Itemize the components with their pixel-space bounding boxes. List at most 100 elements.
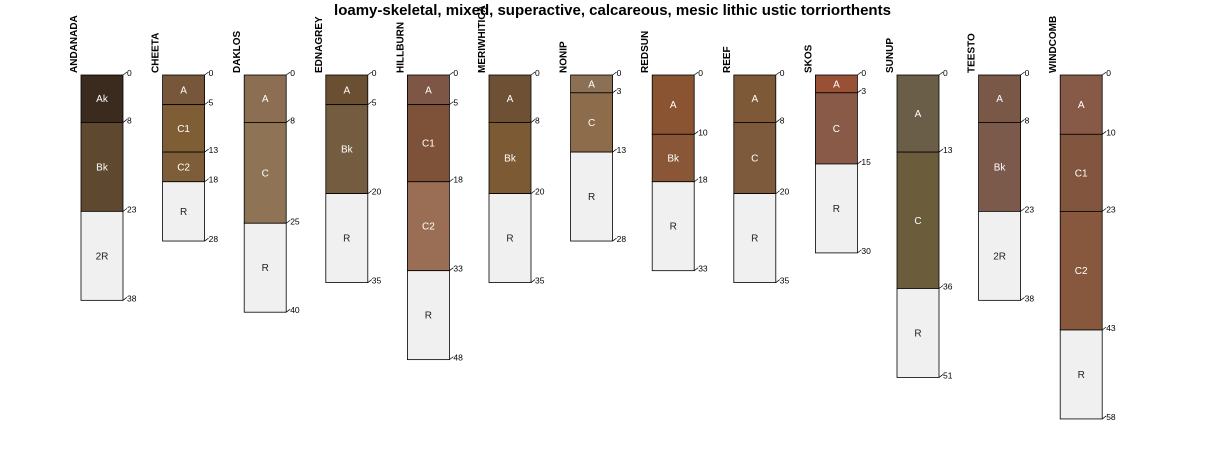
- depth-tick: [204, 71, 209, 76]
- depth-tick: [122, 119, 128, 123]
- horizon-label: R: [180, 207, 187, 218]
- horizon-label: C1: [1075, 168, 1088, 179]
- depth-label: 23: [127, 204, 137, 214]
- horizon-label: A: [343, 85, 350, 96]
- horizon-label: C: [588, 118, 595, 129]
- depth-tick: [285, 71, 291, 76]
- depth-label: 8: [780, 115, 785, 125]
- profile-name: SKOS: [803, 44, 814, 73]
- horizon-label: A: [751, 94, 758, 105]
- depth-label: 5: [209, 98, 214, 108]
- depth-tick: [1020, 71, 1025, 76]
- depth-tick: [938, 285, 944, 289]
- depth-label: 8: [535, 115, 540, 125]
- depth-label: 8: [1025, 115, 1030, 125]
- horizon-rect: [325, 104, 369, 194]
- horizon-rect: [325, 74, 369, 106]
- depth-label: 10: [1106, 127, 1116, 137]
- horizon-label: Bk: [96, 162, 109, 173]
- depth-tick: [1101, 415, 1107, 420]
- soil-profile: MERIWHITICA A 0 8 Bk 20 R 35: [477, 5, 545, 285]
- depth-tick: [285, 119, 291, 123]
- soil-profile: TEESTO A 0 8 Bk 23 2R 38: [967, 33, 1035, 303]
- profile-name: WINDCOMB: [1048, 16, 1059, 73]
- depth-tick: [612, 89, 617, 94]
- depth-tick: [122, 297, 128, 301]
- depth-label: 40: [290, 305, 300, 315]
- depth-tick: [612, 148, 617, 153]
- depth-label: 28: [209, 234, 219, 244]
- depth-tick: [612, 237, 617, 242]
- horizon-label: A: [262, 94, 269, 105]
- horizon-rect: [978, 74, 1021, 123]
- horizon-rect: [80, 74, 124, 123]
- horizon-label: C: [751, 154, 758, 165]
- horizon-label: A: [180, 85, 187, 96]
- depth-tick: [612, 71, 617, 76]
- soil-profile: ANDANADA Ak 0 8 Bk 23 2R 38: [69, 15, 137, 303]
- depth-tick: [775, 190, 781, 194]
- horizon-rect: [80, 122, 124, 212]
- horizon-label: R: [343, 234, 350, 245]
- depth-tick: [857, 160, 862, 165]
- horizon-label: C2: [1075, 266, 1088, 277]
- depth-tick: [449, 101, 454, 105]
- horizon-rect: [815, 163, 858, 254]
- depth-tick: [449, 356, 454, 360]
- depth-tick: [693, 71, 699, 76]
- depth-tick: [857, 71, 862, 76]
- horizon-rect: [488, 74, 532, 123]
- profile-name: REEF: [722, 46, 733, 73]
- depth-label: 0: [453, 68, 458, 78]
- depth-tick: [938, 374, 944, 378]
- horizon-rect: [978, 210, 1021, 301]
- horizon-label: R: [1078, 370, 1085, 381]
- depth-label: 0: [1106, 68, 1111, 78]
- horizon-label: R: [670, 222, 677, 233]
- horizon-rect: [1059, 133, 1103, 212]
- depth-tick: [449, 267, 454, 271]
- depth-tick: [285, 219, 291, 224]
- depth-label: 0: [861, 68, 866, 78]
- depth-label: 3: [861, 86, 866, 96]
- horizon-rect: [1059, 210, 1103, 331]
- depth-label: 5: [453, 98, 458, 108]
- depth-label: 36: [943, 281, 953, 291]
- horizon-label: R: [914, 328, 921, 339]
- depth-label: 35: [780, 276, 790, 286]
- horizon-label: R: [425, 311, 432, 322]
- horizon-rect: [815, 92, 858, 165]
- depth-tick: [775, 71, 781, 76]
- depth-label: 33: [453, 264, 463, 274]
- horizon-rect: [406, 270, 450, 361]
- profile-name: MERIWHITICA: [477, 5, 488, 73]
- depth-label: 18: [209, 175, 219, 185]
- horizon-rect: [733, 193, 777, 283]
- horizon-label: Ak: [96, 94, 109, 105]
- soil-profile: WINDCOMB A 0 10 C1 23 C2 43 R 58: [1048, 16, 1116, 422]
- profile-name: SUNUP: [885, 38, 896, 73]
- depth-label: 0: [698, 68, 703, 78]
- horizon-label: A: [1078, 100, 1085, 111]
- chart-title: loamy-skeletal, mixed, superactive, calc…: [334, 2, 891, 19]
- horizon-label: C: [914, 216, 921, 227]
- depth-tick: [938, 148, 944, 153]
- soil-profile: DAKLOS A 0 8 C 25 R 40: [232, 30, 300, 315]
- depth-label: 28: [617, 234, 627, 244]
- horizon-label: Bk: [341, 145, 354, 156]
- depth-tick: [530, 190, 536, 194]
- horizon-label: C: [262, 168, 269, 179]
- depth-label: 51: [943, 370, 953, 380]
- horizon-rect: [406, 104, 450, 183]
- horizon-label: C1: [177, 124, 190, 135]
- depth-tick: [204, 148, 209, 153]
- depth-tick: [449, 178, 454, 183]
- soil-profile: NONIP A 0 3 C 13 R 28: [559, 41, 627, 244]
- horizon-rect: [488, 193, 532, 283]
- depth-tick: [1101, 71, 1107, 76]
- depth-label: 23: [1025, 204, 1035, 214]
- horizon-rect: [651, 74, 695, 135]
- depth-tick: [938, 71, 944, 76]
- horizon-rect: [896, 74, 940, 153]
- depth-label: 10: [698, 127, 708, 137]
